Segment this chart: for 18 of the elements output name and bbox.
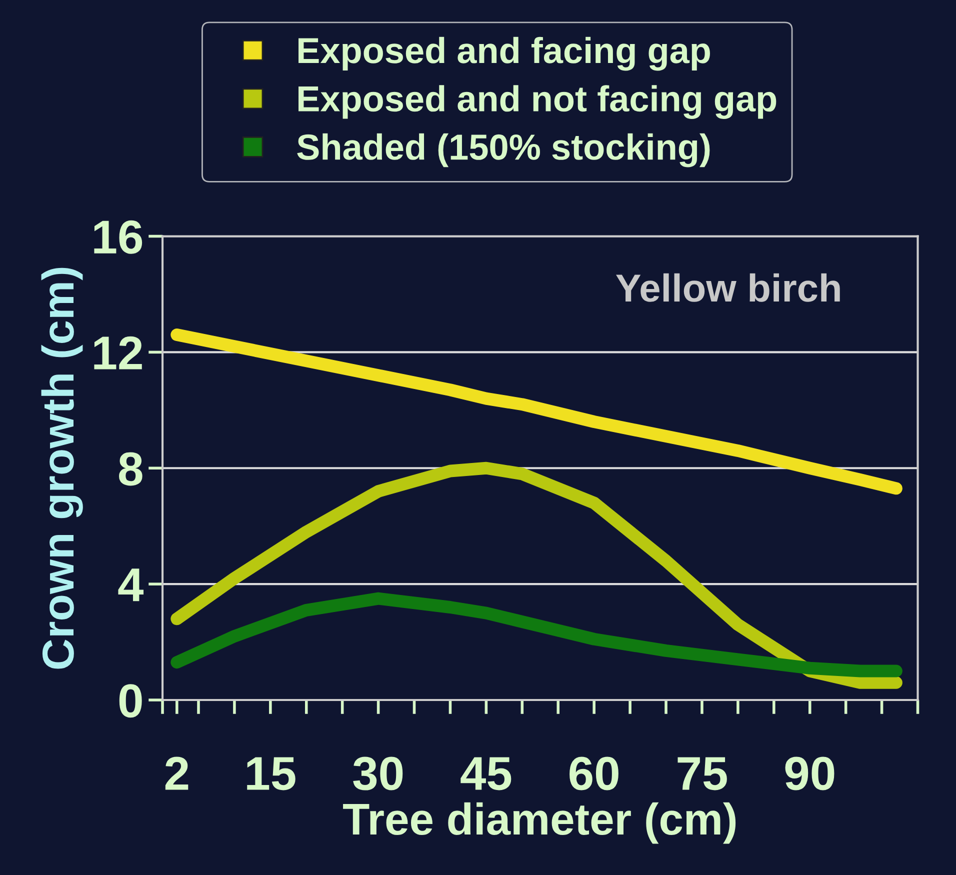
y-tick-label: 8 [119, 452, 142, 486]
x-tick-label: 2 [165, 756, 188, 790]
y-tick-label: 12 [94, 336, 142, 370]
x-tick-label: 60 [570, 756, 618, 790]
legend-label: Exposed and not facing gap [298, 85, 776, 119]
y-axis-title: Crown growth (cm) [41, 268, 83, 669]
x-tick-label: 90 [785, 756, 834, 790]
y-tick-label: 4 [118, 568, 144, 602]
y-tick-label: 0 [119, 684, 142, 718]
x-tick-label: 15 [247, 757, 296, 790]
x-tick-label: 45 [460, 757, 512, 790]
x-tick-label: 30 [353, 756, 403, 790]
legend-label: Shaded (150% stocking) [297, 133, 710, 168]
x-axis-title: Tree diameter (cm) [343, 802, 736, 844]
annotation: Yellow birch [616, 273, 840, 302]
legend-label: Exposed and facing gap [298, 36, 710, 71]
y-tick-label: 16 [94, 220, 142, 254]
x-tick-label: 75 [678, 757, 727, 790]
